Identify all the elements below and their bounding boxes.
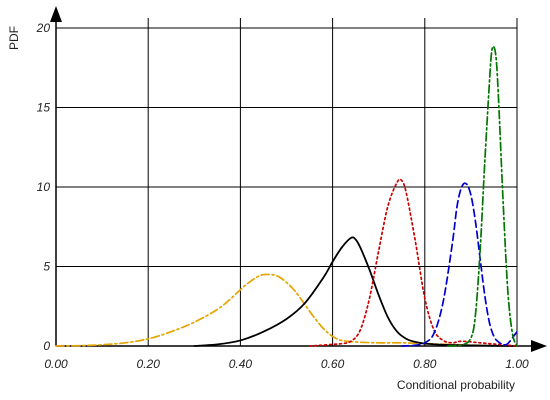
grid-lines [56,18,518,346]
series-line-3 [308,178,518,347]
y-tick-label: 10 [37,180,51,194]
axes [50,6,547,352]
x-tick-label: 0.80 [413,357,437,371]
series-line-2 [193,236,518,347]
y-tick-label: 20 [36,21,51,35]
series-lines [55,45,518,347]
series-line-1 [55,273,518,347]
series-line-4 [400,182,518,347]
y-axis-title: PDF [7,26,21,50]
y-tick-label: 5 [43,260,50,274]
x-tick-label: 1.00 [505,357,529,371]
x-tick-label: 0.00 [44,357,68,371]
x-axis-title: Conditional probability [397,378,515,392]
x-tick-label: 0.20 [137,357,161,371]
y-axis-arrow-icon [50,6,62,22]
x-tick-labels: 0.00 0.20 0.40 0.60 0.80 1.00 [44,357,529,371]
x-axis-arrow-icon [531,340,547,352]
x-tick-label: 0.40 [229,357,253,371]
y-tick-label: 0 [43,339,50,353]
series-line-5 [447,45,518,347]
y-tick-labels: 0 5 10 15 20 [36,21,51,353]
y-tick-label: 15 [37,101,51,115]
x-tick-label: 0.60 [321,357,345,371]
